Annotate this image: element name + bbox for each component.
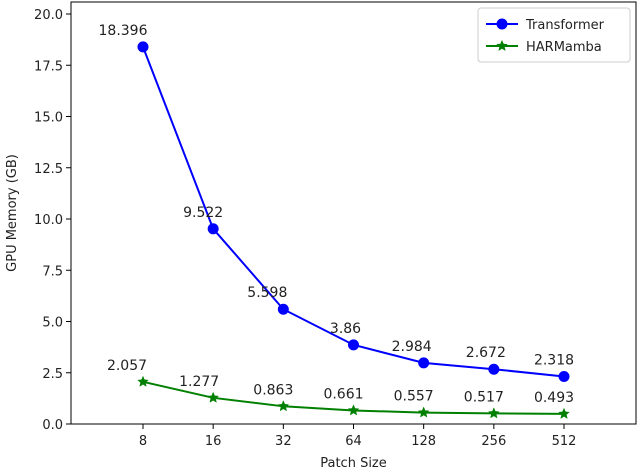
- legend: Transformer HARMamba: [477, 7, 631, 63]
- data-point: [418, 357, 430, 369]
- legend-marker-transformer: [496, 18, 508, 30]
- data-point: [348, 339, 359, 351]
- data-point: [487, 407, 500, 419]
- legend-marker-shape: [496, 18, 508, 30]
- data-label: 3.86: [330, 321, 361, 337]
- data-point: [137, 41, 149, 53]
- y-tick-label: 5.0: [42, 316, 63, 331]
- data-label: 0.661: [323, 386, 363, 402]
- data-point: [137, 375, 149, 387]
- y-tick-label: 10.0: [34, 213, 63, 228]
- legend-label-harmamba: HARMamba: [526, 40, 602, 55]
- legend-marker-harmamba: [496, 39, 508, 51]
- data-point: [207, 223, 219, 235]
- x-tick-label: 64: [345, 434, 362, 449]
- x-tick-label: 256: [481, 434, 506, 449]
- data-label: 0.517: [464, 389, 504, 405]
- data-label: 0.493: [534, 390, 574, 406]
- x-tick-label: 16: [205, 434, 222, 449]
- x-tick-label: 8: [139, 434, 147, 449]
- data-labels: 18.396 9.522 5.598 3.86 2.984 2.672 2.318 2.057…: [99, 23, 575, 406]
- y-axis-title: GPU Memory (GB): [5, 154, 20, 272]
- data-label: 1.277: [179, 374, 219, 390]
- data-label: 2.057: [107, 358, 147, 374]
- legend-marker-shape: [496, 39, 508, 51]
- y-tick-label: 15.0: [34, 111, 63, 126]
- y-tick-label: 7.5: [42, 264, 63, 279]
- data-point: [347, 404, 360, 416]
- y-tick-label: 17.5: [34, 59, 63, 74]
- data-label: 2.318: [534, 352, 574, 368]
- y-axis: 0.0 2.5 5.0 7.5 10.0 12.5 15.0 17.5 20.0: [34, 8, 71, 433]
- legend-box: [477, 7, 631, 63]
- series-layer: [137, 41, 570, 419]
- data-point: [417, 406, 430, 418]
- data-label: 0.863: [253, 382, 293, 398]
- data-label: 2.672: [466, 345, 506, 361]
- data-label: 9.522: [183, 205, 223, 221]
- data-point: [277, 400, 290, 412]
- x-tick-label: 512: [552, 434, 577, 449]
- data-label: 2.984: [392, 339, 432, 355]
- data-point: [558, 407, 570, 419]
- legend-label-transformer: Transformer: [525, 18, 605, 33]
- data-point: [558, 370, 570, 382]
- y-tick-label: 2.5: [42, 367, 63, 382]
- y-tick-label: 20.0: [34, 8, 63, 23]
- data-label: 5.598: [247, 285, 287, 301]
- x-axis: 8 16 32 64 128 256 512: [139, 424, 577, 449]
- y-tick-label: 0.0: [42, 418, 63, 433]
- x-tick-label: 32: [275, 434, 292, 449]
- data-label: 0.557: [394, 389, 434, 405]
- data-point: [488, 363, 500, 375]
- x-tick-label: 128: [411, 434, 436, 449]
- x-axis-title: Patch Size: [320, 456, 387, 471]
- data-label: 18.396: [99, 23, 148, 39]
- data-point: [207, 391, 220, 403]
- y-tick-label: 12.5: [34, 162, 63, 177]
- data-point: [277, 303, 289, 315]
